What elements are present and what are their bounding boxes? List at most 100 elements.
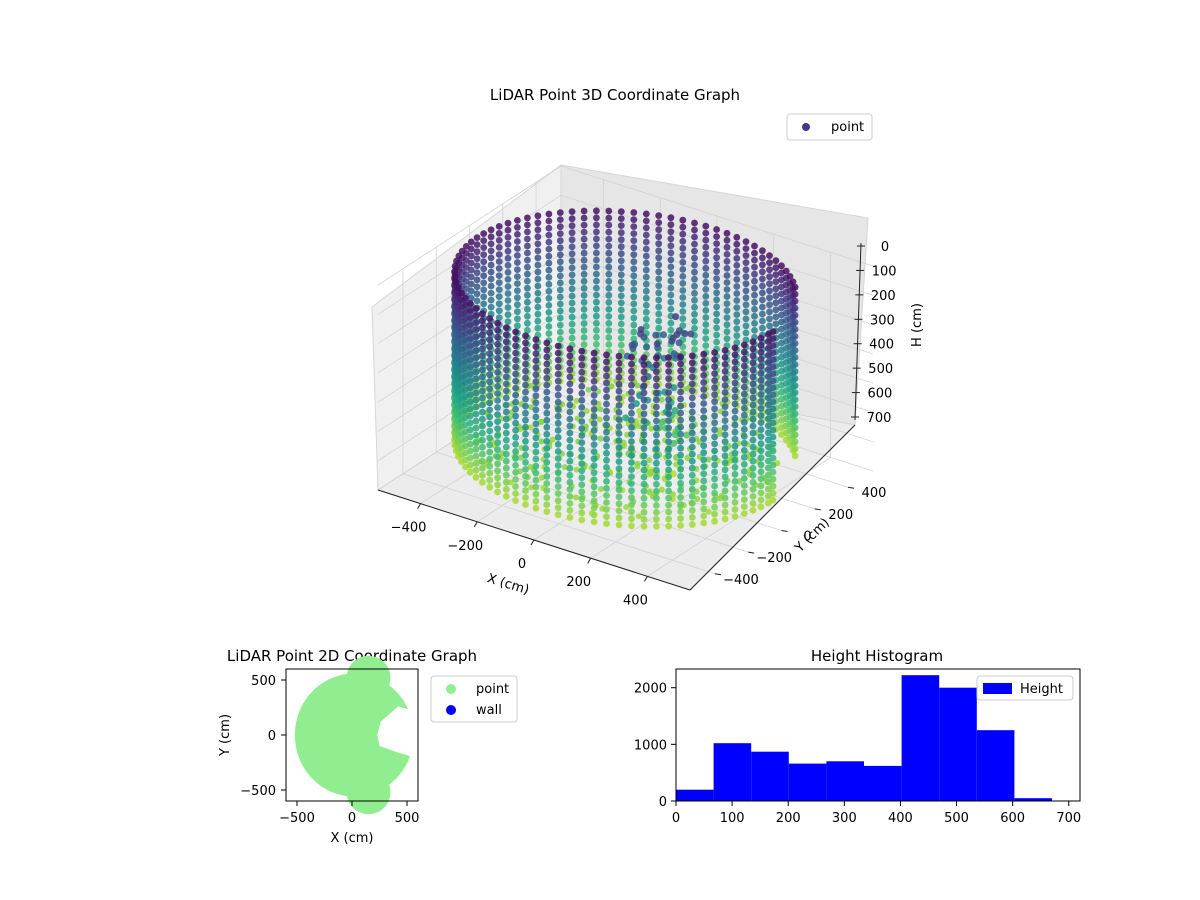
point-3d xyxy=(568,278,576,286)
point-3d xyxy=(702,229,710,237)
point-3d xyxy=(487,247,495,255)
point-3d xyxy=(635,423,642,430)
point-3d xyxy=(615,507,623,515)
point-3d xyxy=(453,257,460,265)
point-3d xyxy=(583,408,590,414)
point-3d xyxy=(522,346,529,354)
point-3d xyxy=(721,466,729,474)
point-3d xyxy=(640,480,648,488)
point-3d xyxy=(479,345,486,353)
point-3d xyxy=(679,273,687,280)
point-3d xyxy=(480,230,488,238)
point-3d xyxy=(733,255,741,262)
legend-point-label-2d: point xyxy=(476,682,509,697)
point-3d xyxy=(472,396,480,404)
point-3d xyxy=(502,401,510,409)
point-3d xyxy=(702,250,710,258)
point-3d xyxy=(486,441,494,449)
point-3d xyxy=(466,391,474,399)
point-3d xyxy=(603,506,610,513)
point-3d xyxy=(791,445,799,453)
point-3d xyxy=(764,331,772,338)
point-3d xyxy=(467,238,475,246)
point-3d xyxy=(691,325,698,332)
point-3d xyxy=(764,359,772,366)
point-3d xyxy=(655,275,663,283)
point-3d xyxy=(791,325,799,333)
point-3d xyxy=(713,226,720,233)
point-3d xyxy=(679,237,687,245)
point-3d xyxy=(593,326,600,334)
point-3d xyxy=(700,435,708,443)
point-3d xyxy=(502,415,510,423)
point-3d xyxy=(731,414,739,422)
point-3d xyxy=(578,354,586,362)
point-3d xyxy=(721,417,729,424)
point-3d xyxy=(494,446,501,454)
point-3d xyxy=(640,522,648,530)
point-3d xyxy=(472,452,480,460)
point-3d xyxy=(480,265,488,273)
point-3d xyxy=(740,362,748,370)
point-3d xyxy=(628,508,635,516)
point-3d xyxy=(731,463,739,471)
point-3d xyxy=(532,371,540,379)
point-3d xyxy=(667,277,675,285)
point-3d xyxy=(636,408,643,414)
point-3d xyxy=(759,289,766,297)
point-3d xyxy=(764,464,772,472)
point-3d xyxy=(679,251,687,259)
point-3d xyxy=(466,412,474,420)
point-3d xyxy=(721,501,729,509)
point-3d xyxy=(522,381,529,389)
point-3d xyxy=(512,377,519,385)
point-3d xyxy=(502,408,510,416)
point-3d xyxy=(466,370,474,378)
point-3d xyxy=(665,431,672,439)
point-3d xyxy=(757,440,765,448)
point-3d xyxy=(764,408,772,416)
point-3d xyxy=(700,372,708,379)
point-3d xyxy=(665,473,672,481)
legend-2d: point wall xyxy=(430,675,518,723)
point-3d xyxy=(502,373,510,381)
point-3d xyxy=(472,382,480,390)
point-3d xyxy=(628,501,635,509)
point-3d xyxy=(723,321,731,329)
point-3d xyxy=(534,275,542,283)
point-3d xyxy=(667,305,675,313)
point-3d xyxy=(593,242,600,250)
point-3d xyxy=(514,224,521,231)
point-3d xyxy=(512,349,519,357)
point-3d xyxy=(473,297,481,305)
point-3d xyxy=(532,476,540,484)
point-3d xyxy=(554,476,562,483)
point-3d xyxy=(466,307,474,314)
point-3d xyxy=(615,373,623,381)
point-3d xyxy=(640,361,648,369)
point-3d xyxy=(721,389,729,396)
point-3d xyxy=(522,480,529,487)
point-3d xyxy=(566,457,574,465)
point-3d xyxy=(524,228,531,236)
point-3d xyxy=(655,268,663,276)
point-3d xyxy=(580,249,588,257)
point-3d xyxy=(700,386,708,393)
point-3d xyxy=(472,354,480,362)
point-3d xyxy=(615,451,623,458)
point-3d xyxy=(702,328,710,335)
point-3d xyxy=(751,270,758,278)
point-3d xyxy=(665,452,672,460)
point-3d xyxy=(554,434,562,441)
histogram-title: Height Histogram xyxy=(811,647,943,665)
point-3d xyxy=(532,427,540,435)
point-3d xyxy=(487,296,495,304)
point-3d xyxy=(742,329,750,337)
point-3d xyxy=(642,287,650,295)
point-3d xyxy=(623,504,630,510)
point-3d xyxy=(711,405,718,413)
point-3d xyxy=(749,500,757,507)
point-3d xyxy=(700,414,708,421)
point-3d xyxy=(512,370,519,378)
point-3d xyxy=(642,231,650,239)
